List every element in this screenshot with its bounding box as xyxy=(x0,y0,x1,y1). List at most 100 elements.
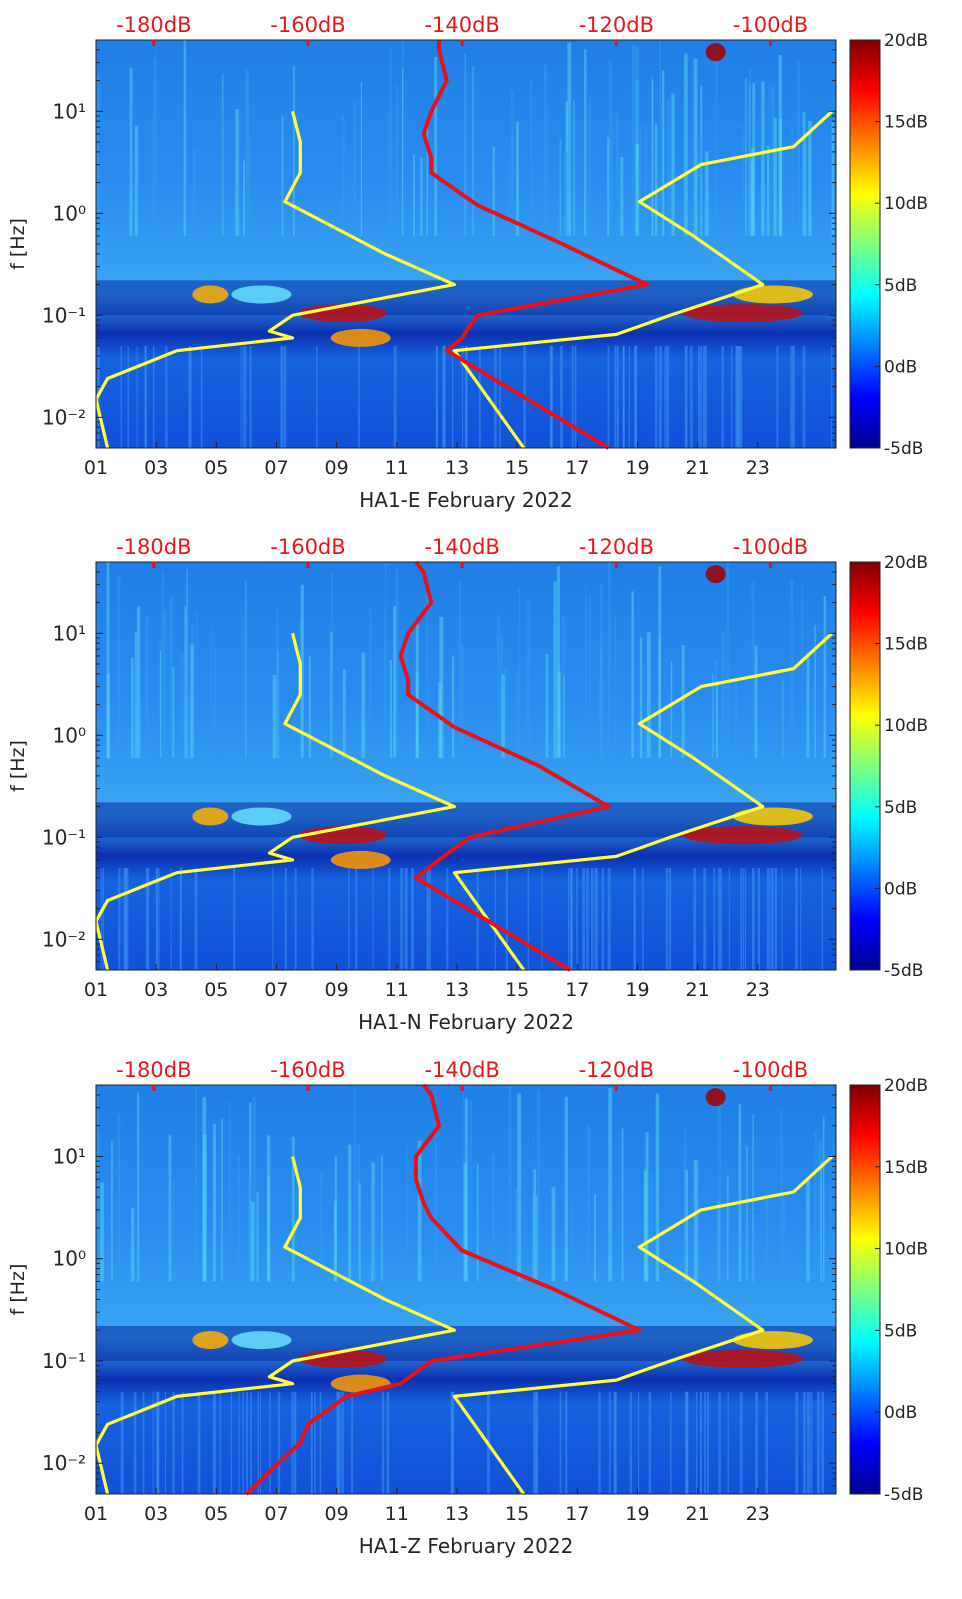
spectrogram-streak xyxy=(803,1391,806,1494)
spectrogram-streak xyxy=(341,1391,344,1494)
y-tick-label: 10⁻¹ xyxy=(42,825,86,849)
colorbar-tick-label: 20dB xyxy=(884,1076,928,1096)
x-axis-label: HA1-Z February 2022 xyxy=(359,1534,574,1558)
top-axis-label: -180dB xyxy=(116,535,191,559)
spectrogram-streak xyxy=(515,121,520,236)
x-tick-label: 05 xyxy=(204,979,228,1001)
spectrogram-streak xyxy=(461,346,464,448)
spectrogram-streak xyxy=(169,595,174,758)
spectrogram-streak xyxy=(106,562,110,758)
spectrogram-streak xyxy=(269,1391,271,1494)
spectrogram-streak xyxy=(222,73,224,236)
spectrogram-streak xyxy=(773,117,777,236)
spectrogram-streak xyxy=(766,868,769,970)
spectrogram-streak xyxy=(803,346,806,448)
spectrogram-streak xyxy=(451,1391,455,1494)
spectrogram-streak xyxy=(535,1195,538,1282)
spectrogram-streak xyxy=(564,1096,569,1282)
spectrogram-streak xyxy=(782,678,784,758)
spectrogram-hotspot xyxy=(231,807,292,826)
spectrogram-streak xyxy=(631,44,636,236)
spectrogram-streak xyxy=(645,1131,649,1282)
spectrogram-streak xyxy=(249,137,251,236)
spectrogram-streak xyxy=(435,1143,438,1282)
spectrogram-hotspot xyxy=(231,1331,292,1350)
spectrogram-streak xyxy=(752,1113,754,1282)
spectrogram-streak xyxy=(662,70,665,236)
spectrogram-streak xyxy=(446,868,449,970)
spectrogram-streak xyxy=(393,606,397,758)
spectrogram-streak xyxy=(291,1136,295,1282)
spectrogram-streak xyxy=(351,1391,354,1494)
spectrogram-streak xyxy=(337,1391,339,1494)
spectrogram-streak xyxy=(806,1179,810,1282)
spectrogram-streak xyxy=(565,1391,568,1494)
spectrogram-streak xyxy=(316,346,318,448)
spectrogram-streak xyxy=(738,1104,742,1282)
spectrogram-streak xyxy=(505,868,508,970)
spectrogram-streak xyxy=(511,132,515,236)
spectrogram-streak xyxy=(451,656,455,758)
spectrogram-streak xyxy=(739,1391,743,1494)
x-axis-label: HA1-E February 2022 xyxy=(359,488,573,512)
colorbar-tick-label: 0dB xyxy=(884,357,917,377)
spectrogram-streak xyxy=(586,868,589,970)
spectrogram-streak xyxy=(388,868,391,970)
spectrogram-streak xyxy=(697,346,700,448)
spectrogram-streak xyxy=(666,99,671,236)
spectrogram-streak xyxy=(381,1155,383,1282)
x-tick-label: 17 xyxy=(565,457,589,479)
spectrogram-streak xyxy=(373,1183,376,1282)
spectrogram-streak xyxy=(700,1391,702,1494)
spectrogram-streak xyxy=(250,1201,255,1282)
spectrogram-streak xyxy=(704,346,707,448)
x-tick-label: 13 xyxy=(445,1503,469,1525)
yellow-noise-model-curve xyxy=(452,632,834,971)
y-tick-label: 10¹ xyxy=(53,1144,86,1168)
colorbar-tick-label: 5dB xyxy=(884,1321,917,1341)
spectrogram-streak xyxy=(714,658,718,758)
spectrogram-streak xyxy=(479,346,481,448)
spectrogram-streak xyxy=(599,584,604,758)
spectrogram-streak xyxy=(406,1145,409,1282)
x-tick-label: 05 xyxy=(204,1503,228,1525)
spectrogram-streak xyxy=(184,606,187,758)
spectrogram-streak xyxy=(802,346,804,448)
top-axis-label: -160dB xyxy=(270,535,345,559)
spectrogram-streak xyxy=(699,346,702,448)
spectrogram-streak xyxy=(155,868,158,970)
spectrogram-streak xyxy=(560,346,563,448)
spectrogram-streak xyxy=(587,103,592,236)
spectrogram-streak xyxy=(598,677,602,758)
spectrogram-streak xyxy=(501,674,505,758)
spectrogram-streak xyxy=(644,124,647,236)
x-tick-label: 03 xyxy=(144,1503,168,1525)
yellow-noise-model-curve xyxy=(452,110,834,449)
spectrogram-streak xyxy=(658,346,662,448)
spectrogram-streak xyxy=(165,346,168,448)
y-tick-label: 10⁻² xyxy=(42,927,86,951)
spectrogram-streak xyxy=(308,656,311,758)
spectrogram-streak xyxy=(464,53,466,236)
colorbar-tick-label: 0dB xyxy=(884,879,917,899)
spectrogram-streak xyxy=(727,1391,729,1494)
spectrogram-streak xyxy=(396,84,399,236)
top-axis-label: -140dB xyxy=(424,1058,499,1082)
spectrogram-streak xyxy=(590,868,594,970)
spectrogram-streak xyxy=(800,868,802,970)
spectrogram-streak xyxy=(295,1185,297,1282)
spectrogram-streak xyxy=(503,666,508,758)
y-tick-label: 10⁻² xyxy=(42,1451,86,1475)
spectrogram-streak xyxy=(180,653,184,758)
spectrogram-streak xyxy=(465,346,468,448)
spectrogram-streak xyxy=(571,1201,574,1282)
spectrogram-streak xyxy=(469,1100,472,1282)
spectrogram-streak xyxy=(102,868,105,970)
x-tick-label: 07 xyxy=(264,457,288,479)
spectrogram-streak xyxy=(395,568,399,758)
x-tick-label: 09 xyxy=(325,1503,349,1525)
spectrogram-streak xyxy=(721,631,725,758)
spectrogram-streak xyxy=(551,1187,556,1282)
spectrogram-streak xyxy=(242,160,245,236)
spectrogram-streak xyxy=(574,346,577,448)
